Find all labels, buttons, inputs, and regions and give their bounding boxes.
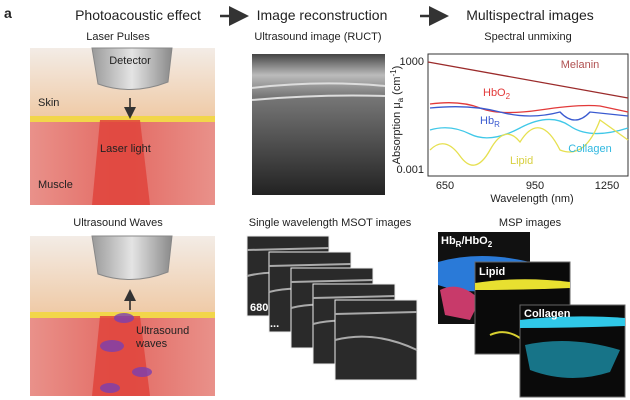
label: HbR/HbO2 — [441, 235, 493, 249]
panel-label: a — [4, 5, 12, 21]
image-stack — [247, 236, 417, 380]
figure: a Photoacoustic effect Image reconstruct… — [0, 0, 630, 400]
title: MSP images — [499, 217, 562, 229]
x-tick-label: 1250 — [595, 180, 619, 192]
text: Absorption μ — [391, 102, 403, 164]
title: Single wavelength MSOT images — [249, 217, 412, 229]
y-tick-label: 0.001 — [396, 164, 424, 176]
step: Photoacoustic effect — [75, 7, 201, 23]
label: Muscle — [38, 179, 73, 191]
x-tick-label: 950 — [526, 180, 544, 192]
label: Skin — [38, 97, 59, 109]
title: Ultrasound image (RUCT) — [254, 31, 381, 43]
label: ... — [292, 341, 301, 353]
label: waves — [135, 338, 168, 350]
text: Hb — [441, 235, 456, 247]
label: Detector — [109, 55, 151, 67]
label: 680 — [250, 302, 268, 314]
text: 2 — [506, 92, 511, 101]
label: Ultrasound — [136, 325, 189, 337]
x-tick-label: 650 — [436, 180, 454, 192]
text: ) — [391, 66, 403, 70]
tissue-illustration — [30, 236, 215, 396]
text: 2 — [488, 240, 493, 249]
step: Image reconstruction — [257, 7, 388, 23]
axis-label: Wavelength (nm) — [490, 193, 573, 205]
label: ... — [316, 363, 325, 375]
step: Multispectral images — [466, 7, 594, 23]
text: R — [494, 120, 500, 129]
label: Collagen — [524, 308, 571, 320]
title: Laser Pulses — [86, 31, 150, 43]
text: Hb — [480, 115, 494, 127]
label: Laser light — [100, 143, 151, 155]
series-label: Melanin — [561, 59, 600, 71]
label: ... — [270, 318, 279, 330]
text: (cm — [391, 76, 403, 97]
label: Lipid — [479, 266, 505, 278]
label: 1100nm — [340, 380, 381, 392]
y-tick-label: 1000 — [400, 56, 424, 68]
title: Ultrasound Waves — [73, 217, 163, 229]
title: Spectral unmixing — [484, 31, 571, 43]
axis-label: Absorption μa (cm-1) — [389, 66, 405, 165]
ultrasound-image — [252, 54, 385, 195]
series-label: Lipid — [510, 155, 533, 167]
series-label: Collagen — [568, 143, 611, 155]
text: /HbO — [461, 235, 488, 247]
text: HbO — [483, 87, 506, 99]
